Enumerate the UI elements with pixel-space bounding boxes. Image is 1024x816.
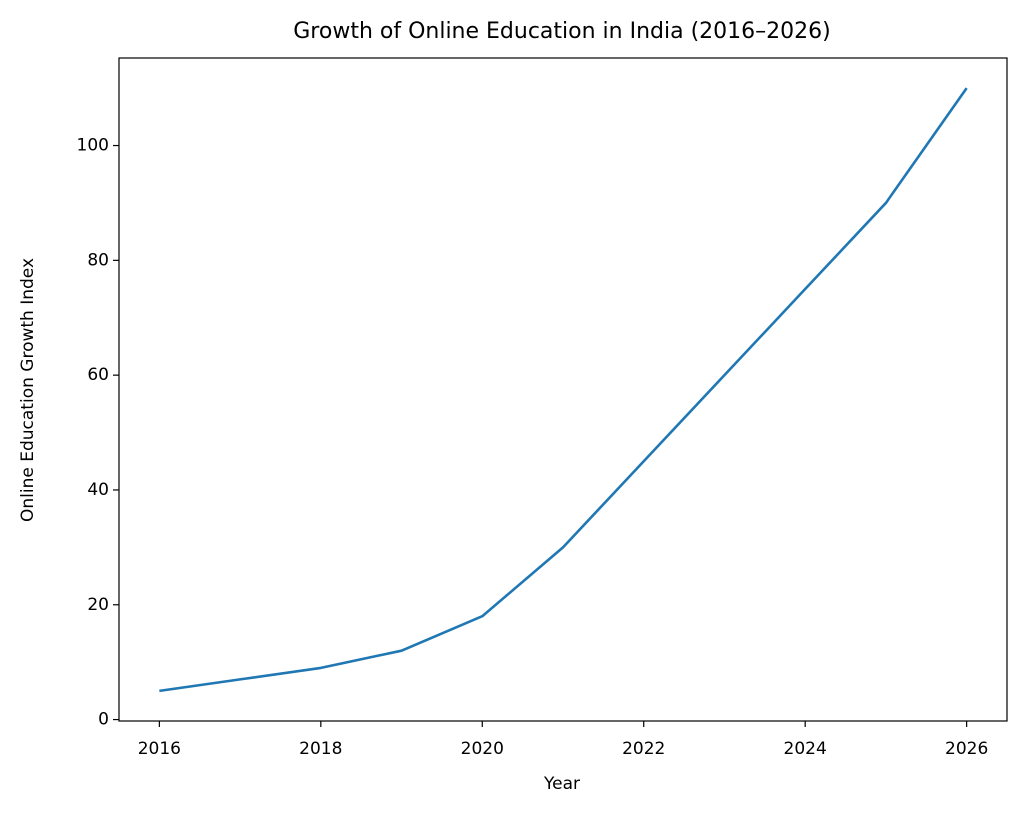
- line-series: [159, 87, 968, 693]
- x-tick-label: 2022: [622, 739, 665, 759]
- y-tick-label: 20: [87, 595, 109, 615]
- x-axis-label: Year: [543, 774, 580, 794]
- x-tick-label: 2026: [945, 739, 988, 759]
- chart-title: Growth of Online Education in India (201…: [293, 19, 830, 44]
- y-tick-label: 100: [77, 136, 109, 156]
- y-tick-label: 40: [87, 480, 109, 500]
- plot-frame: [118, 57, 1008, 722]
- x-tick-label: 2016: [138, 739, 181, 759]
- x-tick-label: 2018: [299, 739, 342, 759]
- y-tick-label: 60: [87, 365, 109, 385]
- x-tick-label: 2020: [461, 739, 504, 759]
- y-tick-label: 0: [98, 710, 109, 730]
- y-tick-label: 80: [87, 250, 109, 270]
- y-axis-label: Online Education Growth Index: [18, 258, 38, 522]
- x-tick-label: 2024: [784, 739, 827, 759]
